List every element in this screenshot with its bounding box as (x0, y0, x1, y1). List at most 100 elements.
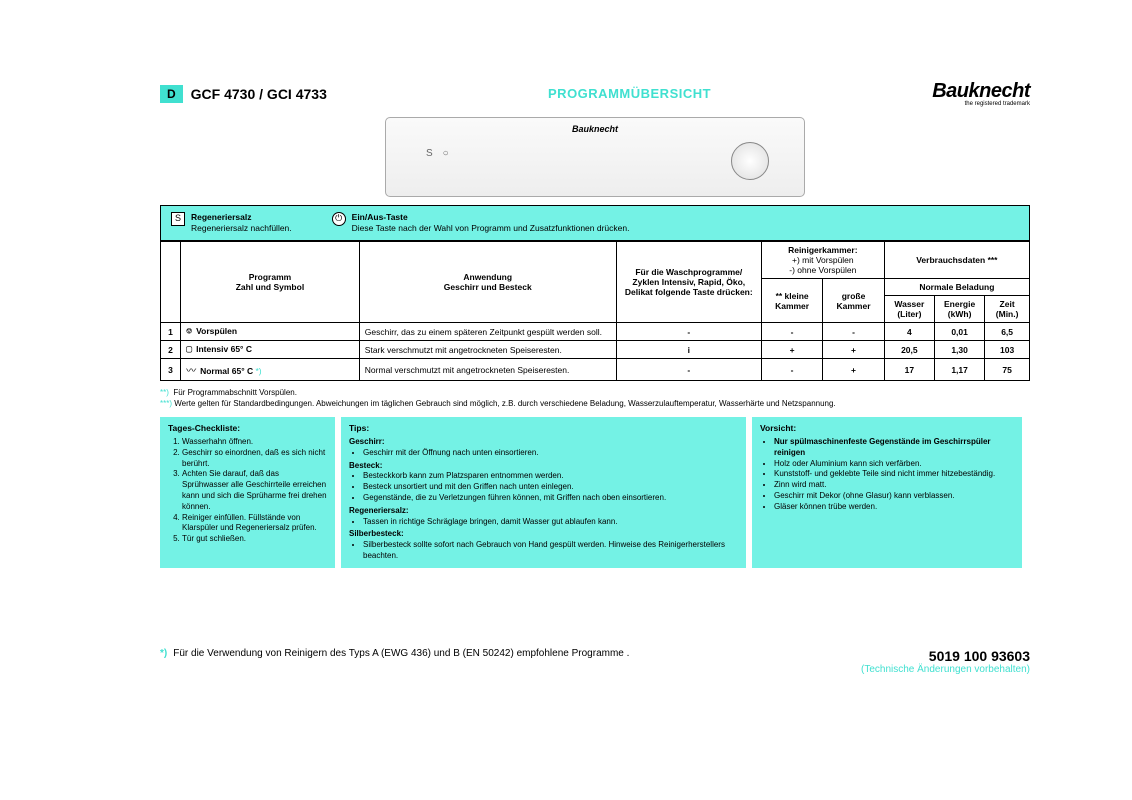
list-item: Geschirr mit der Öffnung nach unten eins… (363, 448, 738, 459)
col-small-chamber: ** kleine Kammer (761, 279, 822, 323)
col-energy: Energie (kWh) (934, 296, 984, 323)
row-energy: 0,01 (934, 323, 984, 341)
col-consumption: Verbrauchsdaten *** (884, 242, 1029, 279)
tips-title: Tips: (349, 423, 738, 434)
list-item: Geschirr mit Dekor (ohne Glasur) kann ve… (774, 491, 1014, 502)
col-program: Programm Zahl und Symbol (181, 242, 360, 323)
list-item: Besteck unsortiert und mit den Griffen n… (363, 482, 738, 493)
program-table: Programm Zahl und Symbol Anwendung Gesch… (160, 241, 1030, 381)
row-program: 〰Normal 65° C *) (181, 359, 360, 381)
row-energy: 1,30 (934, 341, 984, 359)
tips-geschirr-list: Geschirr mit der Öffnung nach unten eins… (349, 448, 738, 459)
footnote-marker: **) (160, 388, 173, 397)
list-item: Geschirr so einordnen, daß es sich nicht… (182, 448, 327, 470)
checklist-title: Tages-Checkliste: (168, 423, 327, 434)
caution-title: Vorsicht: (760, 423, 1014, 434)
program-table-body: 1⎊VorspülenGeschirr, das zu einem später… (161, 323, 1030, 381)
table-row: 3〰Normal 65° C *)Normal verschmutzt mit … (161, 359, 1030, 381)
legend-onoff: ⏻ Ein/Aus-Taste Diese Taste nach der Wah… (332, 212, 630, 234)
panel-brand-icon: Bauknecht (572, 124, 618, 134)
list-item: Tassen in richtige Schräglage bringen, d… (363, 517, 738, 528)
col-load: Normale Beladung (884, 279, 1029, 296)
row-large: + (823, 359, 884, 381)
footer-note: Für die Verwendung von Reinigern des Typ… (173, 648, 629, 659)
tips-silber-h: Silberbesteck: (349, 529, 738, 540)
row-number: 2 (161, 341, 181, 359)
disclaimer: (Technische Änderungen vorbehalten) (861, 664, 1030, 675)
header: D GCF 4730 / GCI 4733 PROGRAMMÜBERSICHT … (160, 80, 1030, 107)
salt-text: Regeneriersalz nachfüllen. (191, 223, 292, 233)
row-number: 1 (161, 323, 181, 341)
list-item: Achten Sie darauf, daß das Sprühwasser a… (182, 469, 327, 512)
onoff-text: Diese Taste nach der Wahl von Programm u… (352, 223, 630, 233)
footnote-marker: ***) (160, 399, 174, 408)
col-time: Zeit (Min.) (985, 296, 1030, 323)
tips-geschirr-h: Geschirr: (349, 437, 738, 448)
caution-strong: Nur spülmaschinenfeste Gegenstände im Ge… (774, 437, 991, 457)
footer-right: 5019 100 93603 (Technische Änderungen vo… (861, 648, 1030, 675)
row-large: + (823, 341, 884, 359)
row-number: 3 (161, 359, 181, 381)
power-icon: ⏻ (332, 212, 346, 226)
tips-salz-h: Regeneriersalz: (349, 506, 738, 517)
row-time: 6,5 (985, 323, 1030, 341)
tips-besteck-h: Besteck: (349, 461, 738, 472)
tips-box: Tips: Geschirr: Geschirr mit der Öffnung… (341, 417, 746, 567)
table-row: 1⎊VorspülenGeschirr, das zu einem später… (161, 323, 1030, 341)
row-water: 4 (884, 323, 934, 341)
footnotes: **) Für Programmabschnitt Vorspülen. ***… (160, 387, 1030, 409)
part-number: 5019 100 93603 (861, 648, 1030, 664)
caution-box: Vorsicht: Nur spülmaschinenfeste Gegenst… (752, 417, 1022, 567)
row-button: - (616, 323, 761, 341)
footer: *) Für die Verwendung von Reinigern des … (160, 648, 1030, 675)
col-detergent: Reinigerkammer: +) mit Vorspülen -) ohne… (761, 242, 884, 279)
row-button: i (616, 341, 761, 359)
appliance-panel-image: Bauknecht S○ (385, 117, 805, 197)
list-item: Tür gut schließen. (182, 534, 327, 545)
row-large: - (823, 323, 884, 341)
panel-indicator-icons: S○ (426, 148, 449, 159)
legend-bar: S Regeneriersalz Regeneriersalz nachfüll… (160, 205, 1030, 241)
row-water: 20,5 (884, 341, 934, 359)
salt-title: Regeneriersalz (191, 212, 251, 222)
page-title: PROGRAMMÜBERSICHT (548, 86, 711, 101)
col-water: Wasser (Liter) (884, 296, 934, 323)
list-item: Gegenstände, die zu Verletzungen führen … (363, 493, 738, 504)
row-desc: Geschirr, das zu einem späteren Zeitpunk… (359, 323, 616, 341)
row-water: 17 (884, 359, 934, 381)
col-large-chamber: große Kammer (823, 279, 884, 323)
list-item: Reiniger einfüllen. Füllstände von Klars… (182, 513, 327, 535)
list-item: Silberbesteck sollte sofort nach Gebrauc… (363, 540, 738, 562)
table-row: 2▢Intensiv 65° CStark verschmutzt mit an… (161, 341, 1030, 359)
language-badge: D (160, 85, 183, 103)
row-button: - (616, 359, 761, 381)
footnote-marker: *) (160, 648, 167, 659)
row-time: 103 (985, 341, 1030, 359)
col-wash: Für die Waschprogramme/ Zyklen Intensiv,… (616, 242, 761, 323)
salt-icon: S (171, 212, 185, 226)
footer-left: *) Für die Verwendung von Reinigern des … (160, 648, 629, 659)
header-left: D GCF 4730 / GCI 4733 (160, 85, 327, 103)
row-desc: Stark verschmutzt mit angetrockneten Spe… (359, 341, 616, 359)
list-item: Zinn wird matt. (774, 480, 1014, 491)
row-small: - (761, 359, 822, 381)
program-dial-icon (731, 142, 769, 180)
tips-besteck-list: Besteckkorb kann zum Platzsparen entnomm… (349, 471, 738, 503)
legend-salt: S Regeneriersalz Regeneriersalz nachfüll… (171, 212, 292, 234)
col-number (161, 242, 181, 323)
row-program: ⎊Vorspülen (181, 323, 360, 341)
tips-salz-list: Tassen in richtige Schräglage bringen, d… (349, 517, 738, 528)
row-desc: Normal verschmutzt mit angetrockneten Sp… (359, 359, 616, 381)
list-item: Holz oder Aluminium kann sich verfärben. (774, 459, 1014, 470)
footnote-3: Werte gelten für Standardbedingungen. Ab… (174, 399, 835, 408)
tips-silber-list: Silberbesteck sollte sofort nach Gebrauc… (349, 540, 738, 562)
row-small: + (761, 341, 822, 359)
list-item: Gläser können trübe werden. (774, 502, 1014, 513)
caution-list: Nur spülmaschinenfeste Gegenstände im Ge… (760, 437, 1014, 513)
model-number: GCF 4730 / GCI 4733 (191, 86, 327, 102)
footnote-2: Für Programmabschnitt Vorspülen. (173, 388, 297, 397)
info-boxes: Tages-Checkliste: Wasserhahn öffnen.Gesc… (160, 417, 1030, 567)
row-energy: 1,17 (934, 359, 984, 381)
onoff-title: Ein/Aus-Taste (352, 212, 408, 222)
brand-name: Bauknecht (932, 80, 1030, 103)
